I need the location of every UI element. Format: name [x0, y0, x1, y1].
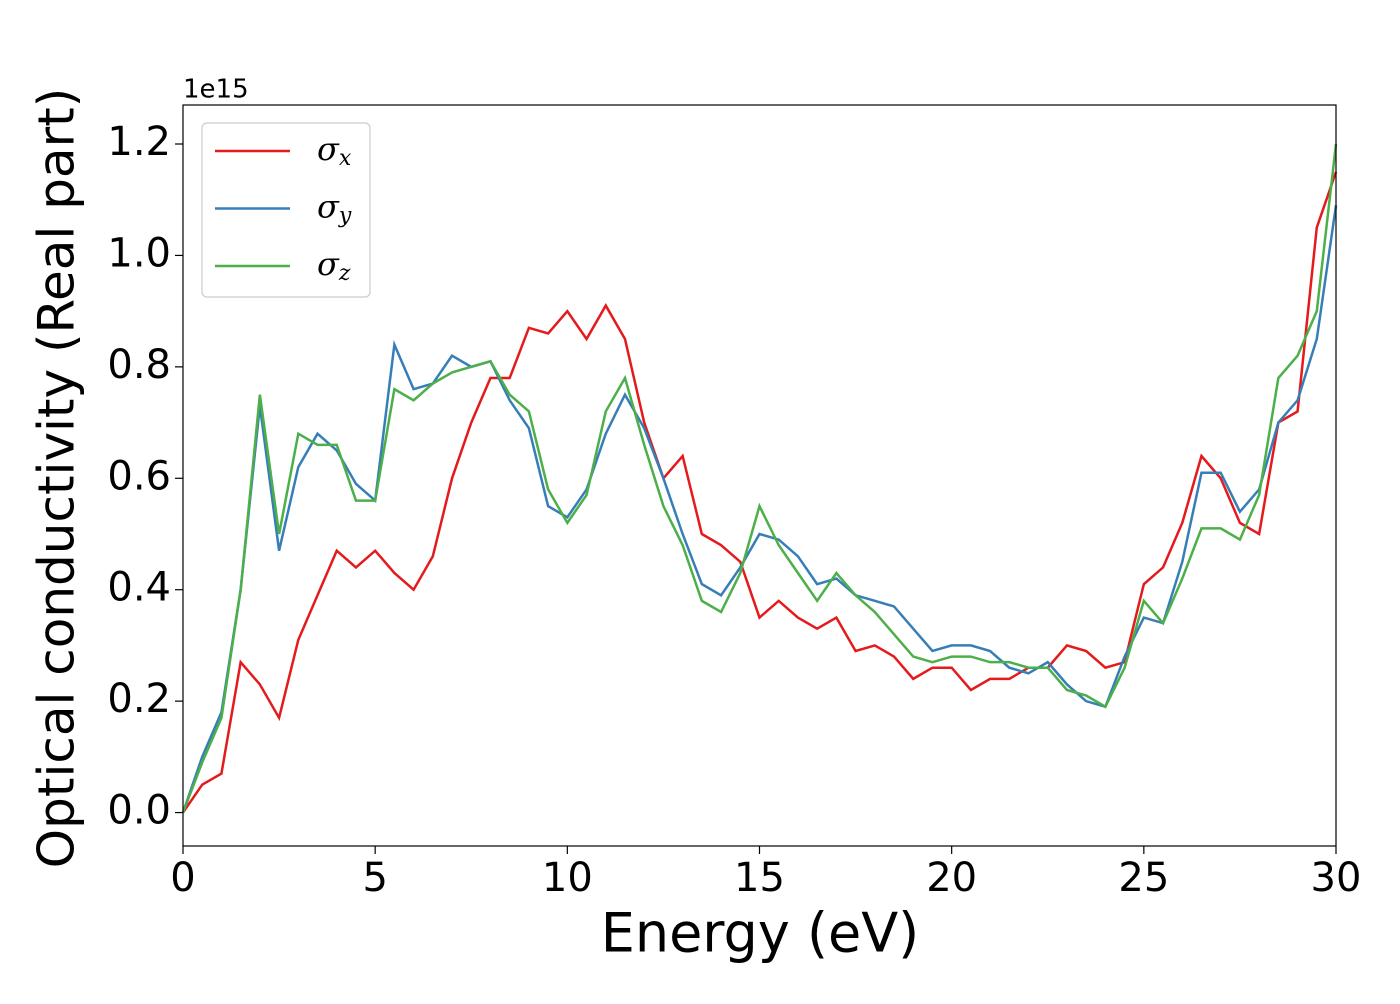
x-tick-label: 0 [170, 855, 195, 901]
y-tick-label: 0.6 [107, 453, 171, 499]
y-tick-label: 0.0 [107, 788, 171, 834]
x-tick-label: 10 [542, 855, 593, 901]
x-tick-label: 20 [926, 855, 977, 901]
legend-label: σy [317, 187, 352, 229]
x-tick-label: 30 [1311, 855, 1362, 901]
y-tick-label: 0.8 [107, 342, 171, 388]
legend-label: σz [317, 245, 351, 287]
line-series [181, 143, 1338, 814]
x-tick-label: 5 [362, 855, 387, 901]
y-tick-label: 1.2 [107, 119, 171, 165]
y-tick-label: 0.2 [107, 676, 171, 722]
x-tick-label: 25 [1118, 855, 1169, 901]
y-tick-label: 1.0 [107, 230, 171, 276]
legend-label: σx [317, 130, 352, 172]
y-axis-label: Optical conductivity (Real part) [28, 88, 86, 869]
legend-box [201, 122, 371, 298]
y-tick-label: 0.4 [107, 565, 171, 611]
x-tick-label: 15 [734, 855, 785, 901]
plot-frame [182, 104, 1337, 847]
y-offset-label: 1e15 [183, 75, 249, 105]
line-series [181, 171, 1338, 814]
x-axis-label: Energy (eV) [601, 902, 920, 965]
